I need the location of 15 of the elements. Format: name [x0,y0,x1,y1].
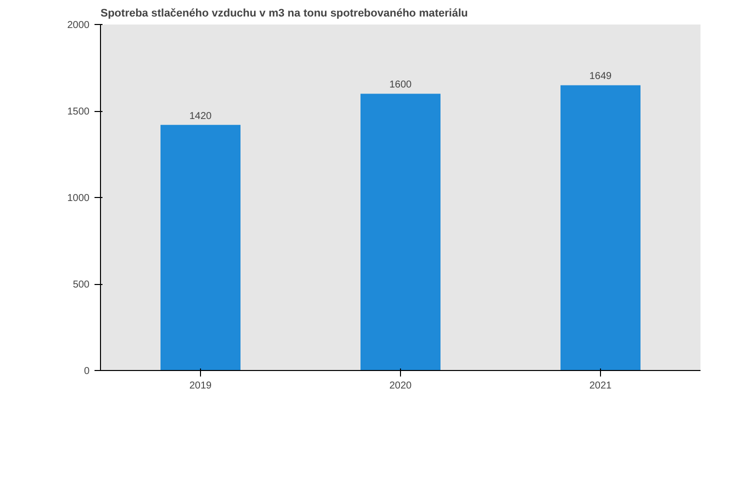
y-tick-label: 1000 [67,193,90,204]
data-label: 1649 [589,71,612,82]
bar [560,85,640,370]
bar [360,94,440,370]
bar [160,124,240,370]
y-tick-label: 500 [72,280,90,290]
chart-title: Spotreba stlačeného vzduchu v m3 na tonu spotrebovaného materiálu [100,8,468,20]
y-tick-label: 2000 [67,20,90,31]
x-tick-label: 2021 [589,380,612,392]
y-tick-label: 1500 [67,106,90,118]
data-label: 1600 [389,80,412,91]
data-label: 1420 [189,110,212,122]
x-tick-label: 2019 [189,380,212,392]
y-tick-label: 0 [84,366,90,377]
x-tick-label: 2020 [389,380,412,392]
